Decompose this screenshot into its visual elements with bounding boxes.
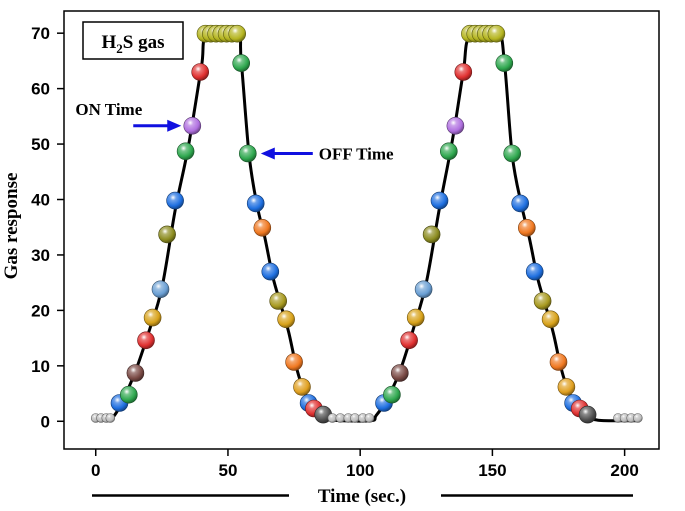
data-point bbox=[105, 413, 116, 423]
data-point bbox=[383, 385, 401, 404]
x-tick-label: 150 bbox=[478, 461, 506, 480]
data-point bbox=[503, 144, 522, 163]
data-point bbox=[422, 225, 441, 244]
data-point bbox=[166, 191, 184, 210]
data-point bbox=[261, 262, 280, 281]
legend-box bbox=[82, 21, 184, 60]
data-point bbox=[293, 378, 311, 396]
y-tick-label: 20 bbox=[31, 301, 50, 320]
data-point bbox=[400, 331, 418, 350]
data-point bbox=[228, 24, 246, 43]
data-point bbox=[549, 353, 568, 371]
data-point bbox=[525, 262, 544, 281]
data-point bbox=[239, 144, 257, 163]
data-point bbox=[253, 219, 272, 237]
data-point bbox=[390, 364, 409, 382]
data-point bbox=[158, 225, 176, 244]
x-axis-title: Time (sec.) bbox=[318, 486, 406, 507]
data-point bbox=[120, 385, 138, 404]
data-point bbox=[176, 142, 195, 161]
data-point bbox=[414, 280, 433, 299]
data-point bbox=[439, 142, 458, 161]
data-point bbox=[487, 24, 506, 43]
y-axis-title: Gas response bbox=[1, 173, 22, 280]
data-point bbox=[364, 413, 375, 423]
data-point bbox=[533, 292, 552, 310]
x-tick-label: 100 bbox=[346, 461, 374, 480]
x-tick-label: 0 bbox=[91, 461, 100, 480]
data-point bbox=[446, 117, 465, 135]
data-point bbox=[541, 310, 560, 329]
off-time-label: OFF Time bbox=[319, 144, 394, 163]
y-tick-label: 70 bbox=[31, 24, 50, 43]
data-point bbox=[151, 280, 170, 299]
data-point bbox=[454, 63, 473, 81]
y-tick-label: 30 bbox=[31, 246, 50, 265]
data-point bbox=[191, 63, 209, 81]
x-tick-label: 50 bbox=[218, 461, 237, 480]
y-tick-label: 10 bbox=[31, 357, 50, 376]
annotations: ON Time OFF Time bbox=[75, 100, 394, 164]
on-time-arrowhead bbox=[167, 119, 182, 132]
data-point bbox=[511, 194, 530, 213]
data-point bbox=[406, 308, 425, 327]
data-point bbox=[632, 413, 643, 423]
data-point bbox=[246, 194, 265, 213]
plot-frame bbox=[63, 10, 660, 450]
data-point bbox=[495, 54, 514, 72]
data-point bbox=[232, 54, 250, 72]
data-point bbox=[578, 405, 597, 424]
data-point bbox=[183, 117, 202, 135]
off-time-arrowhead bbox=[260, 147, 275, 160]
data-points bbox=[90, 24, 643, 424]
data-point bbox=[143, 308, 162, 327]
y-tick-label: 60 bbox=[31, 80, 50, 99]
data-point bbox=[335, 413, 346, 423]
data-point bbox=[430, 191, 449, 210]
on-time-label: ON Time bbox=[75, 100, 142, 119]
data-point bbox=[557, 378, 576, 396]
y-tick-label: 40 bbox=[31, 191, 50, 210]
data-point bbox=[277, 310, 295, 329]
data-point bbox=[137, 331, 155, 350]
data-point bbox=[269, 292, 288, 310]
x-tick-label: 200 bbox=[610, 461, 638, 480]
legend-label: H2S gas bbox=[102, 32, 165, 56]
y-tick-label: 0 bbox=[41, 412, 50, 431]
data-point bbox=[285, 353, 303, 371]
axis-ticks: 0 50 100 150 200 0 10 20 30 40 50 60 70 bbox=[31, 24, 639, 480]
data-point bbox=[126, 364, 145, 382]
legend: H2S gas bbox=[82, 21, 184, 60]
data-point bbox=[517, 219, 536, 237]
y-tick-label: 50 bbox=[31, 135, 50, 154]
